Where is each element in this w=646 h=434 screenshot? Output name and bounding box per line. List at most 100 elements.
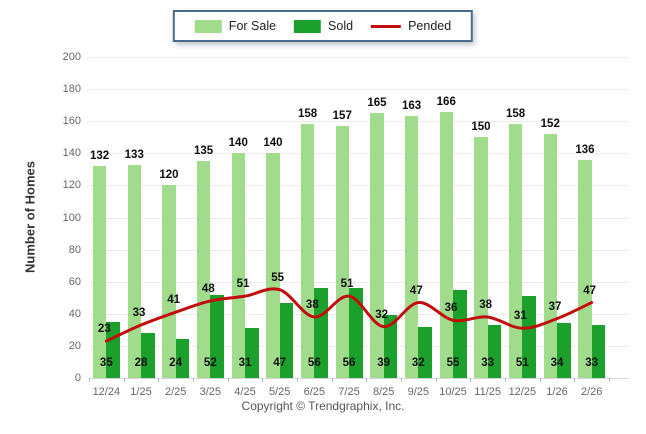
pended-value-label: 51 (236, 278, 250, 291)
x-axis-label: 9/25 (407, 386, 430, 398)
x-tick-mark (193, 378, 194, 382)
for-sale-bar (439, 111, 453, 378)
for-sale-value-label: 158 (505, 108, 526, 121)
sold-bar (522, 296, 536, 378)
y-tick-label: 140 (62, 147, 81, 160)
sold-value-label: 52 (203, 357, 217, 369)
pended-value-label: 31 (513, 310, 527, 323)
for-sale-bar (370, 113, 384, 378)
pended-value-label: 55 (271, 271, 285, 284)
x-tick-mark (227, 378, 229, 382)
legend-line-swatch (371, 24, 402, 28)
sold-bar (141, 333, 155, 378)
for-sale-bar (231, 153, 245, 378)
x-axis-label: 10/25 (439, 386, 467, 398)
for-sale-value-label: 150 (471, 121, 491, 134)
sold-bar (349, 288, 363, 378)
x-tick-mark (123, 378, 125, 382)
x-tick-mark (574, 378, 576, 382)
gridline (89, 378, 629, 379)
legend-item-pended: Pended (371, 19, 451, 33)
y-tick-label: 40 (68, 307, 81, 320)
for-sale-value-label: 132 (89, 150, 110, 163)
y-tick-label: 100 (62, 211, 81, 224)
x-axis-label: 7/25 (338, 386, 360, 398)
gridline (89, 153, 629, 155)
pended-value-label: 38 (305, 299, 319, 311)
y-tick-label: 160 (62, 115, 81, 128)
pended-value-label: 47 (409, 284, 423, 297)
for-sale-value-label: 157 (332, 110, 352, 122)
gridline (89, 249, 629, 251)
x-tick-mark (435, 378, 437, 382)
sold-bar (418, 326, 432, 378)
x-tick-mark (158, 378, 160, 382)
pended-line (104, 287, 594, 343)
for-sale-bar (335, 126, 349, 378)
x-tick-mark (470, 378, 472, 382)
sold-value-label: 47 (273, 357, 287, 369)
pended-value-label: 36 (444, 302, 458, 315)
x-axis-label: 5/25 (268, 386, 291, 398)
for-sale-bar (508, 124, 523, 378)
x-axis-label: 3/25 (199, 386, 222, 398)
for-sale-bar (92, 166, 107, 378)
for-sale-bar (578, 159, 592, 378)
y-tick-label: 80 (68, 243, 81, 256)
sold-value-label: 28 (134, 357, 148, 369)
pended-value-label: 51 (340, 278, 354, 291)
sold-value-label: 35 (99, 357, 113, 369)
x-axis-label: 11/25 (474, 386, 502, 398)
legend-label: For Sale (228, 19, 277, 33)
legend-label: Sold (328, 19, 354, 33)
x-tick-mark (539, 378, 541, 382)
y-tick-label: 180 (62, 83, 81, 96)
x-tick-mark (366, 378, 368, 382)
x-tick-mark (609, 378, 610, 382)
pended-value-label: 38 (479, 299, 493, 311)
y-tick-label: 120 (62, 179, 81, 192)
legend-item-sold: Sold (294, 19, 353, 33)
sold-bar (245, 328, 259, 378)
sold-bar (314, 288, 328, 378)
for-sale-bar (266, 153, 280, 378)
for-sale-value-label: 158 (297, 108, 318, 121)
gridline (89, 217, 629, 219)
sold-value-label: 24 (169, 357, 183, 369)
for-sale-value-label: 140 (228, 137, 248, 150)
pended-value-label: 48 (201, 282, 215, 295)
sold-value-label: 55 (446, 357, 460, 369)
x-axis-label: 12/24 (92, 386, 121, 398)
x-tick-mark (331, 378, 333, 382)
sold-bar (279, 302, 294, 378)
for-sale-value-label: 152 (540, 118, 560, 131)
gridline (89, 281, 629, 283)
for-sale-bar (127, 164, 141, 378)
sold-value-label: 39 (377, 357, 391, 369)
for-sale-bar (404, 116, 419, 378)
sold-value-label: 33 (481, 357, 495, 369)
x-axis-label: 8/25 (372, 386, 395, 398)
pended-value-label: 33 (132, 307, 146, 320)
sold-value-label: 31 (238, 357, 252, 369)
for-sale-value-label: 166 (436, 95, 456, 108)
sold-bar (453, 289, 467, 378)
x-axis-label: 1/26 (546, 386, 568, 398)
legend-swatch (294, 19, 322, 33)
sold-value-label: 32 (411, 357, 425, 369)
y-tick-label: 200 (62, 51, 81, 63)
legend: For Sale Sold Pended (172, 10, 474, 42)
x-tick-mark (505, 378, 506, 382)
for-sale-value-label: 165 (367, 97, 387, 110)
y-tick-label: 60 (68, 275, 81, 288)
gridline (89, 121, 629, 123)
for-sale-value-label: 135 (193, 145, 214, 158)
copyright-text: Copyright © Trendgraphix, Inc. (241, 399, 405, 413)
y-axis-title: Number of Homes (22, 161, 38, 273)
sold-bar (591, 325, 606, 378)
gridline (89, 89, 629, 91)
pended-value-label: 23 (97, 323, 111, 336)
for-sale-bar (162, 185, 176, 378)
y-tick-label: 20 (68, 339, 81, 352)
sold-bar (175, 339, 190, 378)
